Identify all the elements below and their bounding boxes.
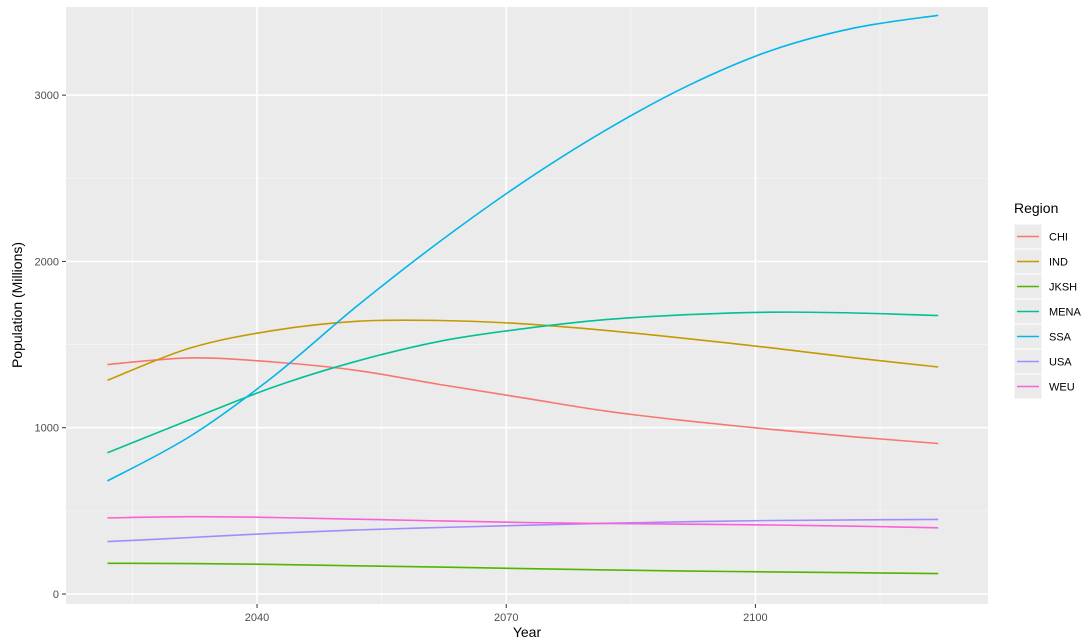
legend-label: MENA bbox=[1049, 307, 1081, 319]
series-line-weu bbox=[107, 515, 939, 529]
y-tick-label: 1000 bbox=[35, 423, 59, 435]
x-tick-label: 2040 bbox=[245, 612, 269, 624]
series-line-usa bbox=[107, 518, 939, 543]
legend: Region CHI IND JKSH MENA SSA USA WEU bbox=[1013, 200, 1081, 400]
series-line-jksh bbox=[107, 562, 939, 575]
x-axis: 2040 2070 2100 bbox=[245, 604, 768, 624]
y-tick-label: 2000 bbox=[35, 256, 59, 268]
legend-label: USA bbox=[1049, 357, 1072, 369]
legend-label: WEU bbox=[1049, 382, 1075, 394]
y-tick-label: 3000 bbox=[35, 90, 59, 102]
legend-item-jksh: JKSH bbox=[1013, 273, 1077, 300]
x-tick-label: 2100 bbox=[743, 612, 767, 624]
x-tick-label: 2070 bbox=[494, 612, 518, 624]
legend-label: SSA bbox=[1049, 332, 1072, 344]
series-line-ssa bbox=[107, 14, 939, 482]
legend-title: Region bbox=[1014, 200, 1058, 216]
legend-item-ind: IND bbox=[1013, 248, 1068, 275]
x-axis-title: Year bbox=[513, 624, 542, 640]
legend-item-mena: MENA bbox=[1013, 298, 1081, 325]
series-lines bbox=[107, 14, 939, 575]
legend-item-weu: WEU bbox=[1013, 373, 1075, 400]
y-tick-label: 0 bbox=[53, 589, 59, 601]
legend-item-usa: USA bbox=[1013, 348, 1072, 375]
legend-label: IND bbox=[1049, 257, 1068, 269]
legend-item-chi: CHI bbox=[1013, 223, 1068, 250]
minor-gridlines bbox=[66, 7, 988, 604]
series-line-chi bbox=[107, 357, 939, 445]
series-line-ind bbox=[107, 319, 939, 382]
legend-items: CHI IND JKSH MENA SSA USA WEU bbox=[1013, 223, 1081, 400]
major-gridlines bbox=[66, 7, 988, 604]
legend-label: JKSH bbox=[1049, 282, 1077, 294]
plot-panel bbox=[66, 7, 988, 604]
y-axis-title: Population (Millions) bbox=[9, 242, 25, 368]
legend-label: CHI bbox=[1049, 232, 1068, 244]
y-axis: 0 1000 2000 3000 bbox=[35, 90, 66, 601]
legend-item-ssa: SSA bbox=[1013, 323, 1072, 350]
